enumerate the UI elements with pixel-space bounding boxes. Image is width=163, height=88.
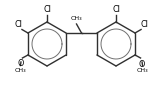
Text: O: O (139, 59, 145, 68)
Text: Cl: Cl (15, 20, 22, 29)
Text: Cl: Cl (112, 5, 120, 14)
Text: CH₃: CH₃ (137, 68, 148, 73)
Text: CH₃: CH₃ (71, 17, 82, 21)
Text: Cl: Cl (141, 20, 148, 29)
Text: Cl: Cl (43, 5, 51, 14)
Text: CH₃: CH₃ (15, 68, 26, 73)
Text: O: O (18, 59, 24, 68)
